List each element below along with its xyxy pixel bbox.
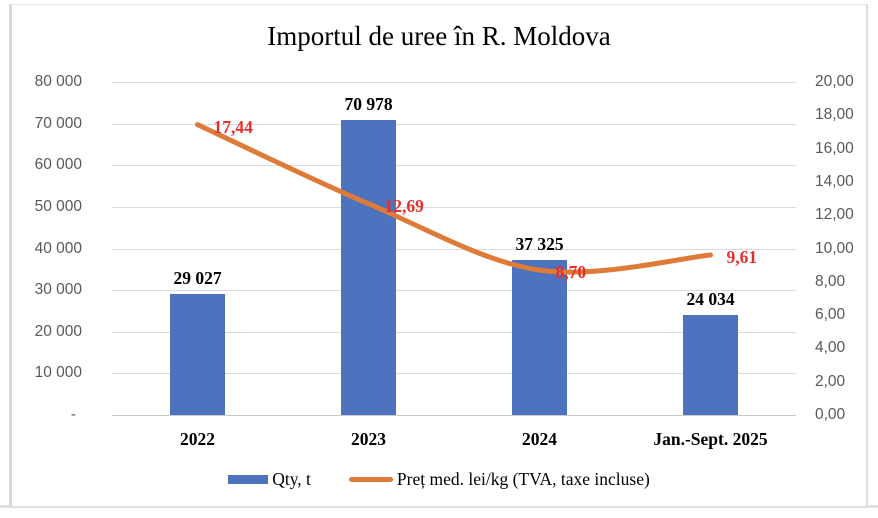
- left-axis-tick: 40 000: [34, 239, 82, 257]
- gridline: [112, 373, 796, 375]
- right-axis-tick: 6,00: [815, 306, 846, 324]
- price-line: [195, 122, 713, 275]
- category-label-2024: 2024: [522, 429, 557, 449]
- right-axis-tick: 2,00: [815, 372, 846, 390]
- bar-value-label: 29 027: [173, 268, 222, 289]
- right-axis-tick: 14,00: [815, 172, 854, 190]
- bar-value-label: 37 325: [515, 233, 564, 254]
- page-bottom-rule: [0, 505, 878, 508]
- category-label-2022: 2022: [180, 429, 215, 449]
- chart-title: Importul de uree în R. Moldova: [267, 21, 611, 51]
- left-axis-tick: 60 000: [34, 156, 82, 174]
- right-axis-tick: 8,00: [815, 272, 846, 290]
- gridline: [112, 82, 796, 83]
- bar-value-label: 70 978: [344, 93, 393, 114]
- legend-item: Qty, t: [228, 469, 311, 490]
- left-axis-tick: -: [70, 406, 76, 423]
- x-axis-line: [112, 415, 796, 416]
- left-axis-tick: 20 000: [34, 322, 82, 340]
- left-axis-tick: 30 000: [34, 281, 82, 299]
- chart-frame: Importul de uree în R. Moldova 29 027 70 …: [9, 4, 868, 506]
- left-axis-tick: 70 000: [34, 114, 82, 132]
- legend-label: Preț med. lei/kg (TVA, taxe incluse): [396, 469, 650, 489]
- bar-2022: [170, 294, 225, 415]
- right-axis-tick: 20,00: [815, 73, 854, 90]
- category-label-2023: 2023: [351, 429, 386, 449]
- left-axis-tick: 80 000: [34, 73, 82, 90]
- legend-item: Preț med. lei/kg (TVA, taxe incluse): [348, 469, 650, 490]
- bar-2023: [341, 119, 396, 415]
- bar-Jan.-Sept. 2025: [683, 314, 738, 415]
- plot-area: 29 027 70 978 37 325 24 034 17,44 12,69 8,70 9,…: [112, 82, 796, 416]
- price-line-path: [195, 122, 713, 275]
- right-axis-tick: 0,00: [815, 406, 846, 423]
- right-axis-tick: 12,00: [815, 206, 854, 224]
- right-axis-tick: 10,00: [815, 239, 854, 257]
- gridline: [112, 123, 796, 125]
- right-axis-tick: 18,00: [815, 106, 854, 124]
- line-value-label: 17,44: [213, 116, 253, 137]
- gridline: [112, 331, 796, 333]
- right-axis-tick: 16,00: [815, 139, 854, 157]
- gridline: [112, 206, 796, 208]
- left-axis-tick: 50 000: [34, 197, 82, 215]
- left-axis-tick: 10 000: [34, 364, 82, 382]
- gridline: [112, 290, 796, 292]
- right-axis-tick: 4,00: [815, 339, 846, 357]
- gridline: [112, 165, 796, 167]
- bar-value-label: 24 034: [686, 288, 735, 309]
- legend: Qty, t Preț med. lei/kg (TVA, taxe inclus…: [12, 469, 866, 490]
- category-label-Jan.-Sept. 2025: Jan.-Sept. 2025: [653, 429, 768, 449]
- legend-line-swatch-icon: [348, 477, 393, 482]
- gridline: [112, 248, 796, 250]
- bar-2024: [512, 259, 567, 415]
- legend-label: Qty, t: [272, 469, 311, 489]
- legend-bar-swatch-icon: [228, 475, 269, 484]
- line-value-label: 8,70: [555, 262, 587, 283]
- line-value-label: 9,61: [726, 246, 758, 267]
- line-value-label: 12,69: [384, 195, 424, 216]
